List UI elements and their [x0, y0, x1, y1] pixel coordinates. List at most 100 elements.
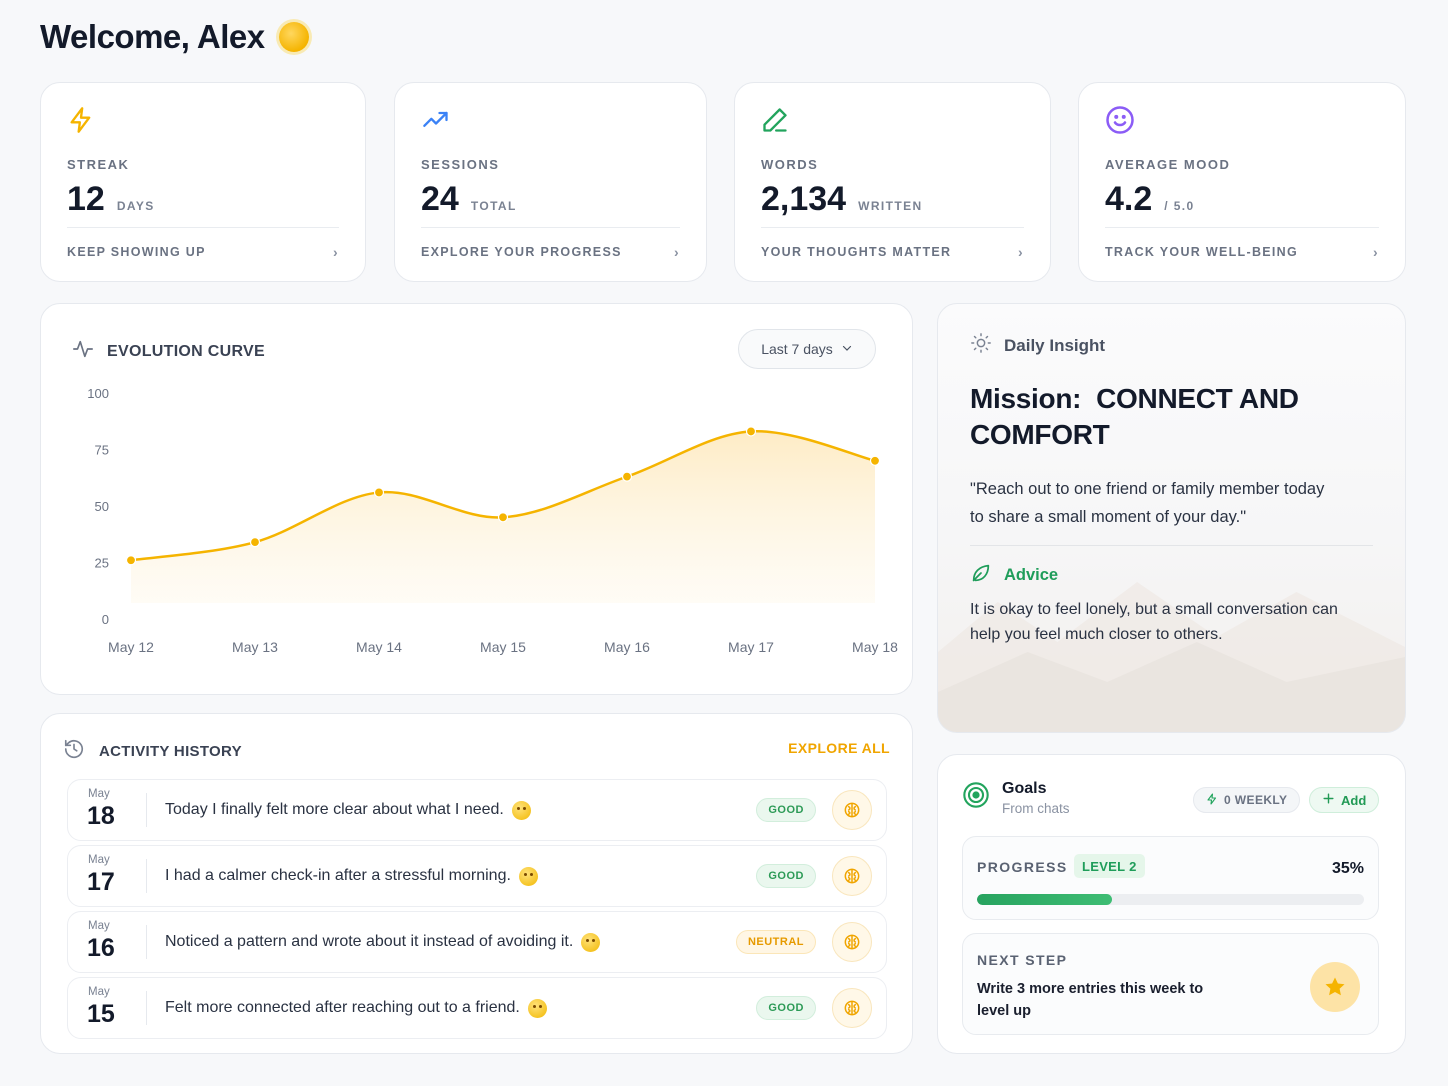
trending-up-icon — [421, 105, 680, 135]
stat-footer-label: KEEP SHOWING UP — [67, 245, 206, 259]
evolution-chart: 0 25 50 75 100 May 12 May 13 May 14 May 15 May 16… — [87, 386, 898, 655]
stat-unit: DAYS — [116, 199, 155, 213]
activity-text: I had a calmer check-in after a stressfu… — [165, 867, 511, 884]
chevron-right-icon: › — [333, 244, 339, 260]
x-tick-label: May 16 — [604, 639, 650, 655]
date-month: May — [88, 986, 110, 998]
lightning-icon — [67, 105, 339, 135]
activity-text: Today I finally felt more clear about wh… — [165, 801, 504, 818]
brain-icon-button[interactable] — [832, 790, 872, 830]
stat-unit: WRITTEN — [858, 199, 923, 213]
data-point[interactable] — [125, 555, 137, 566]
smile-emoji-icon — [527, 998, 547, 1018]
chevron-right-icon: › — [1373, 244, 1379, 260]
progress-percent: 35% — [1331, 860, 1364, 877]
chart-header: EVOLUTION CURVE — [71, 338, 265, 365]
stat-card-words[interactable]: WORDS 2,134 WRITTEN YOUR THOUGHTS MATTER… — [734, 82, 1051, 282]
x-tick-label: May 18 — [852, 639, 898, 655]
data-point[interactable] — [249, 537, 261, 548]
mood-badge: GOOD — [756, 996, 816, 1020]
insight-header: Daily Insight — [1004, 335, 1106, 355]
explore-all-link[interactable]: EXPLORE ALL — [788, 740, 890, 756]
date-month: May — [88, 788, 110, 800]
divider — [146, 793, 147, 827]
stat-label: AVERAGE MOOD — [1105, 157, 1231, 172]
add-goal-button[interactable]: Add — [1309, 787, 1380, 813]
data-point[interactable] — [869, 455, 881, 466]
target-icon — [962, 781, 990, 814]
activity-date: May 16 — [68, 912, 146, 972]
goals-subtitle: From chats — [1002, 801, 1070, 816]
progress-bar-fill — [977, 894, 1113, 905]
date-day: 15 — [87, 1000, 115, 1028]
activity-title: ACTIVITY HISTORY — [99, 742, 242, 760]
stat-unit: TOTAL — [470, 199, 517, 213]
data-point[interactable] — [497, 512, 509, 523]
next-step-label: NEXT STEP — [977, 952, 1068, 968]
series-area — [131, 431, 875, 603]
activity-row[interactable]: May 15 Felt more connected after reachin… — [67, 977, 887, 1039]
welcome-heading: Welcome, Alex — [40, 18, 309, 56]
lightning-icon — [1206, 792, 1218, 808]
date-day: 17 — [87, 868, 115, 896]
stat-card-mood[interactable]: AVERAGE MOOD 4.2 / 5.0 TRACK YOUR WELL-B… — [1078, 82, 1406, 282]
chevron-down-icon — [841, 341, 853, 357]
mission-text: CONNECT AND COMFORT — [970, 383, 1299, 450]
activity-date: May 17 — [68, 846, 146, 906]
stat-value: 4.2 — [1105, 180, 1153, 218]
level-badge: LEVEL 2 — [1074, 854, 1145, 878]
divider — [146, 991, 147, 1025]
activity-row[interactable]: May 17 I had a calmer check-in after a s… — [67, 845, 887, 907]
data-point[interactable] — [745, 426, 757, 437]
advice-text: It is okay to feel lonely, but a small c… — [970, 601, 1338, 643]
mood-badge: GOOD — [756, 798, 816, 822]
y-tick-label: 50 — [95, 499, 109, 514]
add-label: Add — [1341, 792, 1367, 808]
plus-icon — [1322, 792, 1335, 808]
date-day: 18 — [87, 802, 115, 830]
activity-date: May 18 — [68, 780, 146, 840]
date-month: May — [88, 854, 110, 866]
stat-label: SESSIONS — [421, 157, 500, 172]
data-point[interactable] — [621, 471, 633, 482]
stat-card-streak[interactable]: STREAK 12 DAYS KEEP SHOWING UP › — [40, 82, 366, 282]
activity-row[interactable]: May 18 Today I finally felt more clear a… — [67, 779, 887, 841]
next-step-text: Write 3 more entries this week to level … — [977, 981, 1204, 1019]
brain-icon-button[interactable] — [832, 922, 872, 962]
stat-footer-label: EXPLORE YOUR PROGRESS — [421, 245, 622, 259]
brain-icon-button[interactable] — [832, 856, 872, 896]
divider — [146, 859, 147, 893]
history-icon — [63, 738, 85, 764]
brain-icon-button[interactable] — [832, 988, 872, 1028]
stat-card-sessions[interactable]: SESSIONS 24 TOTAL EXPLORE YOUR PROGRESS … — [394, 82, 707, 282]
stat-footer-label: TRACK YOUR WELL-BEING — [1105, 245, 1299, 259]
date-day: 16 — [87, 934, 115, 962]
page-title: Welcome, Alex — [40, 18, 265, 55]
stat-footer-link[interactable]: TRACK YOUR WELL-BEING › — [1105, 227, 1379, 260]
sun-outline-icon — [970, 332, 992, 359]
stat-footer-link[interactable]: YOUR THOUGHTS MATTER › — [761, 227, 1024, 260]
mood-badge: NEUTRAL — [735, 930, 816, 954]
mission-title: Mission: CONNECT AND COMFORT — [970, 381, 1373, 453]
mood-badge: GOOD — [756, 864, 816, 888]
sun-icon — [278, 22, 309, 52]
stat-value: 12 — [67, 180, 105, 218]
divider — [146, 925, 147, 959]
y-tick-label: 75 — [95, 443, 109, 458]
activity-row[interactable]: May 16 Noticed a pattern and wrote about… — [67, 911, 887, 973]
activity-text: Noticed a pattern and wrote about it ins… — [165, 933, 574, 950]
progress-panel: PROGRESS LEVEL 2 35% — [962, 836, 1379, 920]
data-point[interactable] — [373, 487, 385, 498]
x-tick-label: May 13 — [232, 639, 278, 655]
activity-header: ACTIVITY HISTORY — [63, 738, 242, 764]
stat-unit: / 5.0 — [1164, 199, 1195, 213]
date-month: May — [88, 920, 110, 932]
stat-label: WORDS — [761, 157, 819, 172]
stat-footer-link[interactable]: KEEP SHOWING UP › — [67, 227, 339, 260]
stat-footer-link[interactable]: EXPLORE YOUR PROGRESS › — [421, 227, 680, 260]
date-range-dropdown[interactable]: Last 7 days — [738, 329, 876, 369]
progress-label: PROGRESS — [977, 859, 1068, 875]
y-tick-label: 0 — [102, 612, 109, 627]
thinking-emoji-icon — [581, 932, 601, 952]
leaf-icon — [970, 562, 992, 589]
